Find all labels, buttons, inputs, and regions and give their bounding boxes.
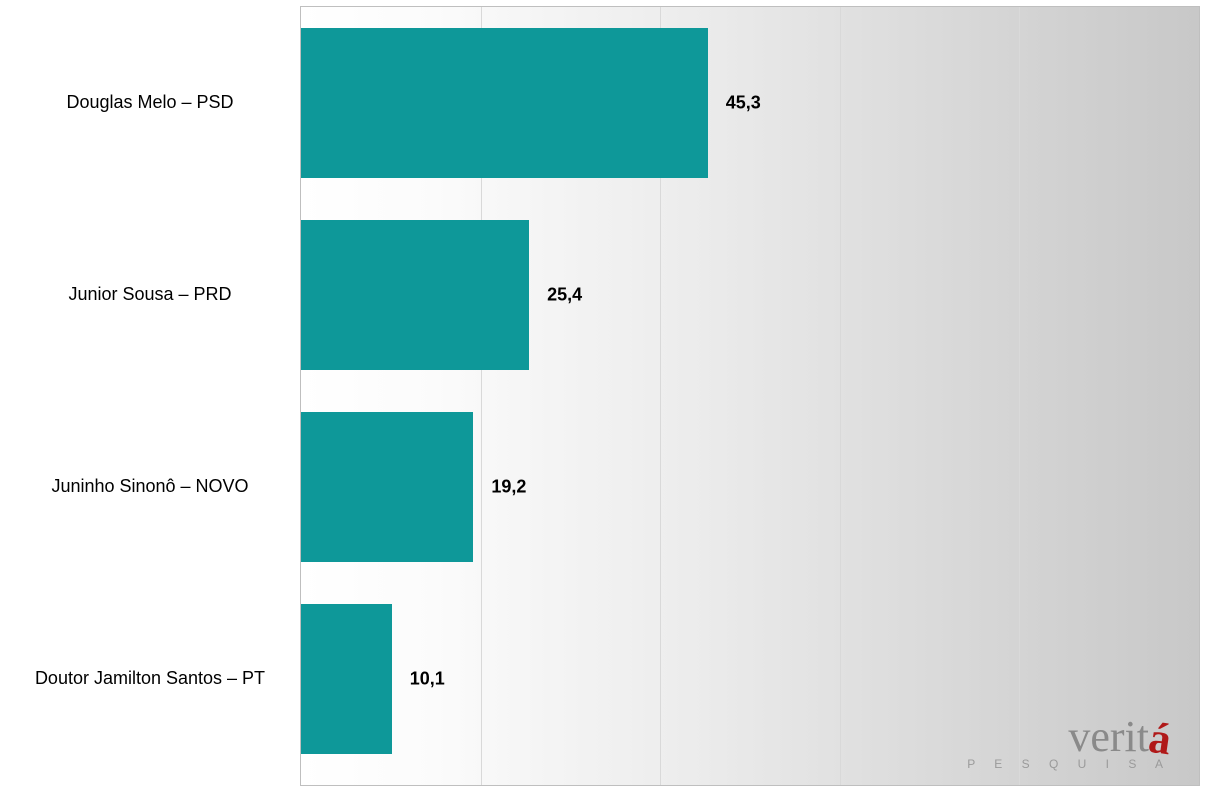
bar [301, 28, 708, 178]
verita-logo: veritá P E S Q U I S A [967, 715, 1171, 771]
bar [301, 604, 392, 754]
plot-area: 45,3 25,4 19,2 10,1 veritá P E S Q U I S… [300, 6, 1200, 786]
value-label: 19,2 [491, 477, 526, 498]
bar [301, 220, 529, 370]
value-label: 10,1 [410, 669, 445, 690]
value-label: 25,4 [547, 285, 582, 306]
bar [301, 412, 473, 562]
category-label: Doutor Jamilton Santos – PT [20, 667, 280, 690]
logo-brand: veritá [967, 715, 1171, 759]
y-axis-labels: Douglas Melo – PSD Junior Sousa – PRD Ju… [0, 0, 300, 792]
logo-brand-accent: á [1146, 716, 1174, 763]
poll-bar-chart: Douglas Melo – PSD Junior Sousa – PRD Ju… [0, 0, 1205, 792]
category-label: Juninho Sinonô – NOVO [20, 475, 280, 498]
gridline [1019, 7, 1020, 785]
category-label: Douglas Melo – PSD [20, 91, 280, 114]
category-label: Junior Sousa – PRD [20, 283, 280, 306]
gridline [840, 7, 841, 785]
value-label: 45,3 [726, 93, 761, 114]
logo-brand-prefix: verit [1068, 712, 1149, 761]
